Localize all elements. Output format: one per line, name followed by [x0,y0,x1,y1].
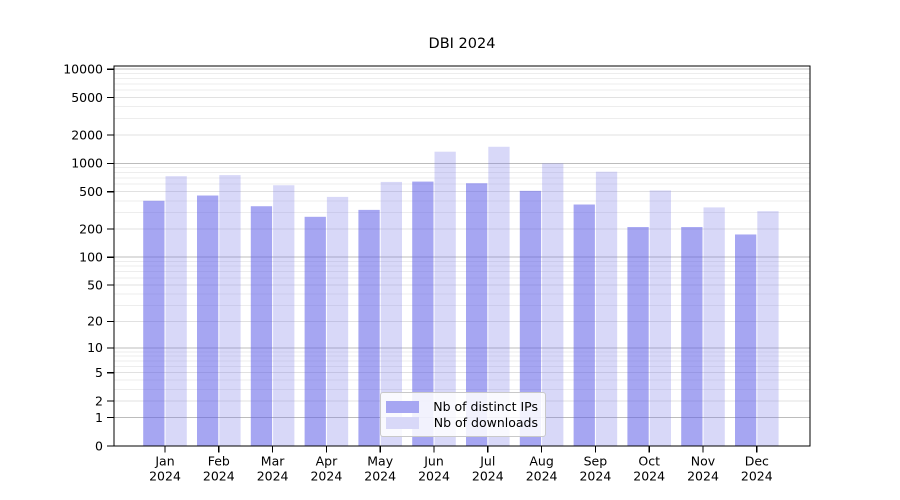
x-tick-label: 2024 [579,469,611,484]
y-tick-label: 100 [79,249,103,264]
y-tick-label: 10 [87,340,103,355]
x-tick-label: 2024 [741,469,773,484]
bar-downloads-mar [273,185,295,446]
legend: Nb of distinct IPs Nb of downloads [380,392,546,437]
x-tick-label: Nov [691,454,716,469]
bar-distinct-ips-apr [304,216,326,446]
x-tick-label: 2024 [418,469,450,484]
chart-title: DBI 2024 [428,36,496,52]
x-tick-label: 2024 [149,469,181,484]
x-tick-label: 2024 [310,469,342,484]
legend-label-distinct-ips: Nb of distinct IPs [433,399,538,414]
bar-distinct-ips-nov [681,227,703,446]
bar-distinct-ips-oct [627,227,649,446]
y-tick-label: 0 [95,438,103,453]
bar-distinct-ips-may [358,209,380,446]
bar-downloads-nov [703,207,725,446]
x-tick-label: 2024 [633,469,665,484]
x-tick-label: 2024 [257,469,289,484]
x-tick-label: May [367,454,393,469]
bar-distinct-ips-dec [735,234,757,446]
x-tick-label: Feb [208,454,230,469]
x-tick-label: 2024 [526,469,558,484]
y-tick-label: 10000 [63,61,103,76]
bar-distinct-ips-sep [573,204,595,446]
x-tick-label: Dec [745,454,769,469]
legend-swatch-distinct-ips [386,400,419,413]
bar-downloads-aug [542,163,564,446]
bar-distinct-ips-feb [197,195,219,446]
legend-row-downloads: Nb of downloads [386,415,538,430]
plot-frame [113,65,811,447]
y-tick-label: 2000 [71,127,103,142]
y-tick-label: 200 [79,221,103,236]
x-tick-label: 2024 [364,469,396,484]
y-tick-label: 5000 [71,90,103,105]
x-tick-label: Jul [479,454,495,469]
x-tick-label: 2024 [472,469,504,484]
x-tick-label: Aug [529,454,553,469]
x-tick-label: Oct [638,454,660,469]
y-tick-label: 1 [95,410,103,425]
bar-downloads-jun [434,151,456,446]
x-tick-label: 2024 [687,469,719,484]
bar-downloads-jan [165,176,187,446]
bar-downloads-feb [219,175,241,446]
bar-distinct-ips-aug [519,190,542,446]
x-tick-label: Jan [154,454,174,469]
legend-swatch-downloads [386,416,419,429]
x-tick-label: 2024 [203,469,235,484]
bar-distinct-ips-jan [143,200,165,446]
y-tick-label: 50 [87,277,103,292]
bar-distinct-ips-mar [250,206,273,446]
bar-distinct-ips-jul [466,183,488,446]
bar-distinct-ips-jun [412,181,434,446]
legend-row-distinct-ips: Nb of distinct IPs [386,399,538,414]
y-tick-label: 1000 [71,156,103,171]
y-tick-label: 5 [95,365,103,380]
x-tick-label: Apr [316,454,338,469]
bar-downloads-sep [595,171,618,446]
y-tick-label: 20 [87,314,103,329]
y-tick-label: 2 [95,393,103,408]
bar-downloads-may [380,181,402,446]
x-tick-label: Jun [423,454,444,469]
legend-label-downloads: Nb of downloads [433,415,538,430]
bar-downloads-jul [488,146,510,446]
bar-downloads-dec [757,211,779,446]
bar-downloads-oct [649,190,671,446]
y-tick-label: 500 [79,184,103,199]
x-tick-label: Mar [261,454,285,469]
bar-downloads-apr [326,196,349,446]
x-tick-label: Sep [584,454,608,469]
